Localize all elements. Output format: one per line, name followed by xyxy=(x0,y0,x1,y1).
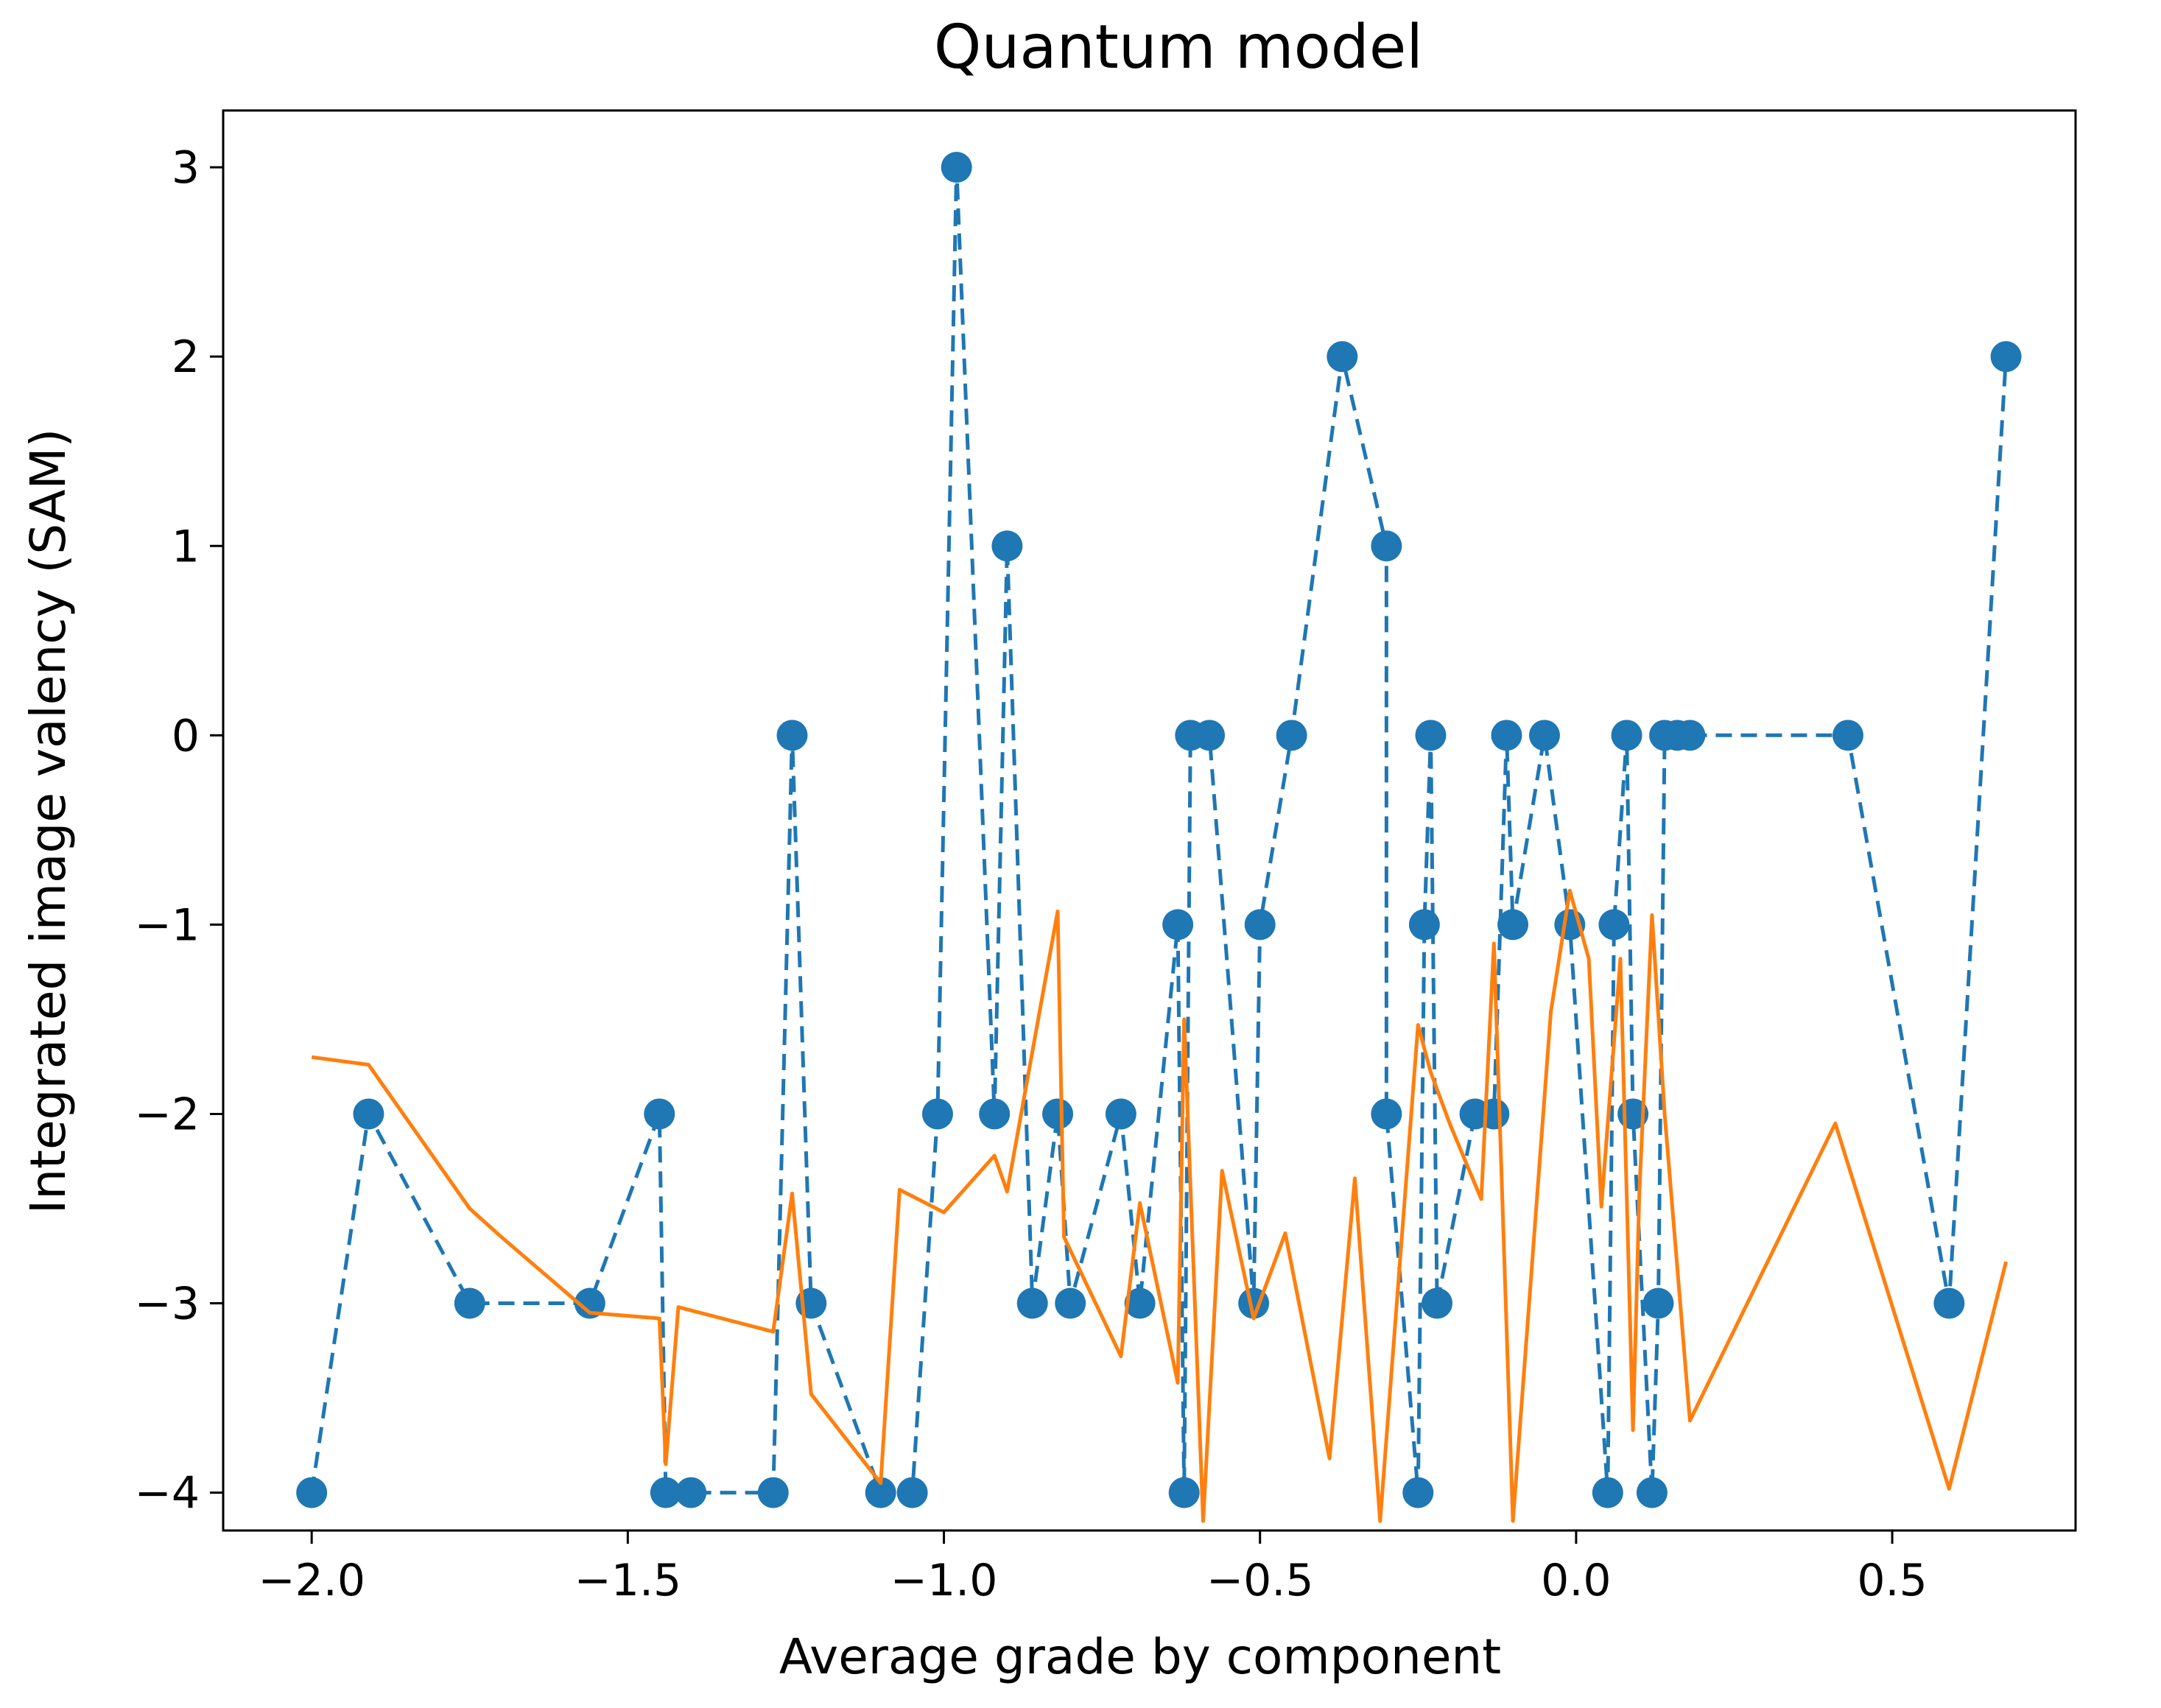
data-point-observed xyxy=(454,1287,485,1319)
data-point-observed xyxy=(1042,1098,1074,1130)
data-point-observed xyxy=(1415,720,1447,751)
y-tick-label: −4 xyxy=(135,1468,200,1519)
data-point-observed xyxy=(353,1098,384,1130)
data-point-observed xyxy=(1636,1477,1668,1508)
data-point-observed xyxy=(650,1477,681,1508)
data-point-observed xyxy=(1674,720,1706,751)
data-point-observed xyxy=(1371,1098,1402,1130)
data-point-observed xyxy=(865,1477,896,1508)
data-point-observed xyxy=(1105,1098,1136,1130)
data-point-observed xyxy=(1276,720,1307,751)
y-tick-label: 3 xyxy=(172,142,200,194)
data-point-observed xyxy=(1124,1287,1156,1319)
plot-frame xyxy=(222,109,2077,1532)
data-point-observed xyxy=(1016,1287,1048,1319)
x-axis: −2.0 −1.5 −1.0 −0.5 0.0 0.5 xyxy=(258,1530,1928,1606)
data-point-observed xyxy=(1990,341,2022,373)
data-point-observed xyxy=(1592,1477,1623,1508)
x-tick-label: −1.5 xyxy=(574,1555,682,1606)
y-tick-label: 1 xyxy=(172,521,200,572)
y-axis: −4 −3 −2 −1 0 1 2 3 xyxy=(135,142,223,1519)
data-point-observed xyxy=(574,1287,605,1319)
x-tick-label: −2.0 xyxy=(258,1555,365,1606)
data-point-observed xyxy=(1933,1287,1965,1319)
data-point-observed xyxy=(979,1098,1011,1130)
x-tick-label: −0.5 xyxy=(1206,1555,1314,1606)
x-axis-label: Average grade by component xyxy=(779,1628,1501,1685)
x-tick-label: 0.5 xyxy=(1857,1555,1927,1606)
data-point-observed xyxy=(1832,720,1863,751)
y-tick-label: −1 xyxy=(135,899,200,951)
plot-area xyxy=(222,109,2077,1532)
data-point-observed xyxy=(1422,1287,1453,1319)
data-point-observed xyxy=(991,530,1023,562)
data-point-observed xyxy=(1055,1287,1086,1319)
series-layer xyxy=(296,152,2022,1523)
data-point-observed xyxy=(1491,720,1522,751)
y-tick-label: −2 xyxy=(135,1089,200,1140)
data-point-observed xyxy=(1611,720,1642,751)
data-point-observed xyxy=(1162,909,1194,941)
data-point-observed xyxy=(1371,530,1402,562)
data-point-observed xyxy=(776,720,808,751)
data-point-observed xyxy=(1598,909,1630,941)
data-point-observed xyxy=(644,1098,675,1130)
series-line-model xyxy=(311,888,2009,1523)
data-point-observed xyxy=(896,1477,928,1508)
chart-title: Quantum model xyxy=(934,13,1423,82)
data-point-observed xyxy=(1168,1477,1200,1508)
data-point-observed xyxy=(296,1477,328,1508)
data-point-observed xyxy=(941,152,972,183)
data-point-observed xyxy=(921,1098,953,1130)
data-point-observed xyxy=(757,1477,789,1508)
y-tick-label: −3 xyxy=(135,1279,200,1330)
y-tick-label: 2 xyxy=(172,331,200,383)
x-tick-label: 0.0 xyxy=(1541,1555,1611,1606)
data-point-observed xyxy=(1642,1287,1674,1319)
y-axis-label: Integrated image valency (SAM) xyxy=(20,429,77,1214)
data-point-observed xyxy=(1244,909,1276,941)
data-point-observed xyxy=(1327,341,1358,373)
data-point-observed xyxy=(1497,909,1529,941)
data-point-observed xyxy=(1194,720,1226,751)
x-tick-label: −1.0 xyxy=(890,1555,998,1606)
data-point-observed xyxy=(1402,1477,1434,1508)
data-point-observed xyxy=(1528,720,1560,751)
data-point-observed xyxy=(1408,909,1440,941)
data-point-observed xyxy=(675,1477,707,1508)
y-tick-label: 0 xyxy=(172,710,200,762)
